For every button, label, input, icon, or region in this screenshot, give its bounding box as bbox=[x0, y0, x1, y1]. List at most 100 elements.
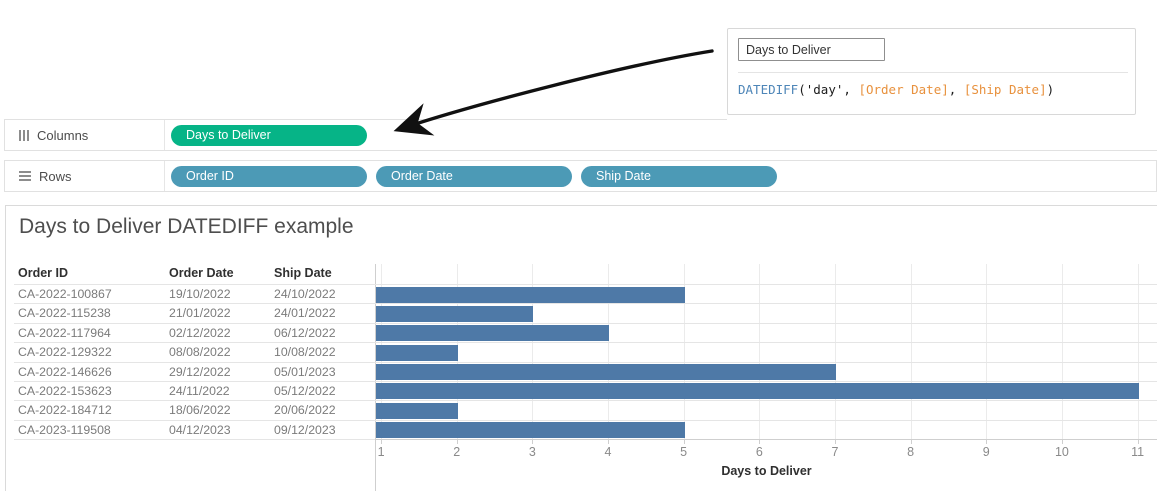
formula-token-function: DATEDIFF bbox=[738, 82, 799, 97]
table-row[interactable]: CA-2022-146626 29/12/2022 05/01/2023 bbox=[14, 361, 1157, 381]
cell-order-date: 24/11/2022 bbox=[169, 383, 230, 398]
gridline bbox=[1061, 264, 1063, 439]
tick-label: 3 bbox=[528, 445, 536, 459]
cell-ship-date: 05/12/2022 bbox=[274, 383, 336, 398]
cell-order-id: CA-2022-129322 bbox=[18, 345, 112, 360]
gridline bbox=[1137, 264, 1139, 439]
cell-ship-date: 10/08/2022 bbox=[274, 345, 336, 360]
header-order-id[interactable]: Order ID bbox=[18, 266, 69, 280]
tick-mark bbox=[1137, 439, 1139, 444]
cell-order-date: 08/08/2022 bbox=[169, 345, 231, 360]
gridline bbox=[986, 264, 988, 439]
gridline bbox=[834, 264, 836, 439]
cell-order-id: CA-2022-117964 bbox=[18, 325, 111, 340]
header-order-date[interactable]: Order Date bbox=[169, 266, 234, 280]
gridline bbox=[532, 264, 534, 439]
tick-label: 4 bbox=[604, 445, 612, 459]
cell-order-id: CA-2022-100867 bbox=[18, 287, 112, 301]
gridline bbox=[608, 264, 609, 439]
cell-order-date: 04/12/2023 bbox=[169, 422, 231, 437]
cell-order-id: CA-2022-115238 bbox=[18, 306, 111, 321]
tick-label: 9 bbox=[982, 445, 990, 459]
header-ship-date[interactable]: Ship Date bbox=[274, 266, 332, 280]
bar-days-to-deliver[interactable] bbox=[376, 344, 458, 361]
cell-order-id: CA-2023-119508 bbox=[18, 422, 111, 437]
cell-ship-date: 24/01/2022 bbox=[274, 306, 336, 321]
rows-shelf-label: Rows bbox=[39, 168, 72, 184]
tick-label: 11 bbox=[1131, 445, 1145, 459]
cell-ship-date: 20/06/2022 bbox=[274, 403, 336, 418]
rows-shelf-label-area: Rows bbox=[5, 161, 165, 191]
editor-divider bbox=[738, 72, 1128, 73]
tick-mark bbox=[532, 439, 534, 444]
tick-label: 8 bbox=[907, 445, 915, 459]
tick-mark bbox=[683, 439, 685, 444]
table-row[interactable]: CA-2022-117964 02/12/2022 06/12/2022 bbox=[14, 322, 1157, 342]
y-axis-line bbox=[375, 264, 376, 491]
cell-order-date: 29/12/2022 bbox=[169, 364, 231, 379]
tick-mark bbox=[910, 439, 912, 444]
table-row[interactable]: CA-2022-184712 18/06/2022 20/06/2022 bbox=[14, 400, 1157, 419]
tick-label: 6 bbox=[755, 445, 763, 459]
cell-order-date: 21/01/2022 bbox=[169, 306, 231, 321]
tick-mark bbox=[834, 439, 836, 444]
gridline bbox=[759, 264, 761, 439]
tick-label: 7 bbox=[831, 445, 839, 459]
calc-field-name-input[interactable] bbox=[738, 38, 885, 61]
rows-shelf[interactable]: Rows Order ID Order Date Ship Date bbox=[4, 160, 1157, 192]
columns-shelf-label-area: Columns bbox=[5, 120, 165, 150]
columns-shelf-label: Columns bbox=[37, 127, 89, 143]
columns-icon bbox=[19, 129, 29, 141]
pill-days-to-deliver[interactable]: Days to Deliver bbox=[171, 124, 367, 146]
cell-ship-date: 06/12/2022 bbox=[274, 325, 336, 340]
columns-pill-area: Days to Deliver bbox=[165, 120, 367, 150]
bar-days-to-deliver[interactable] bbox=[376, 364, 836, 381]
formula-token-field: [Order Date] bbox=[858, 82, 949, 97]
cell-order-date: 02/12/2022 bbox=[169, 325, 231, 340]
bar-days-to-deliver[interactable] bbox=[376, 422, 685, 439]
table-row[interactable]: CA-2022-115238 21/01/2022 24/01/2022 bbox=[14, 303, 1157, 322]
tick-label: 2 bbox=[453, 445, 461, 459]
tick-mark bbox=[759, 439, 761, 444]
x-axis-line bbox=[375, 439, 1157, 440]
bar-days-to-deliver[interactable] bbox=[376, 325, 609, 342]
tick-label: 10 bbox=[1054, 445, 1069, 459]
table-row[interactable]: CA-2023-119508 04/12/2023 09/12/2023 bbox=[14, 419, 1157, 439]
x-axis-title[interactable]: Days to Deliver bbox=[721, 464, 812, 478]
gridline bbox=[683, 264, 685, 439]
bar-days-to-deliver[interactable] bbox=[376, 383, 1139, 400]
cell-ship-date: 09/12/2023 bbox=[274, 422, 336, 437]
pill-order-id[interactable]: Order ID bbox=[171, 165, 367, 187]
cell-order-date: 19/10/2022 bbox=[169, 287, 231, 301]
tick-label: 1 bbox=[377, 445, 385, 459]
rows-pill-area: Order ID Order Date Ship Date bbox=[165, 161, 777, 191]
formula-token-field: [Ship Date] bbox=[963, 82, 1047, 97]
table-row[interactable]: CA-2022-100867 19/10/2022 24/10/2022 bbox=[14, 284, 1157, 303]
calc-formula-text[interactable]: DATEDIFF('day', [Order Date], [Ship Date… bbox=[738, 82, 1054, 97]
table-row[interactable]: CA-2022-129322 08/08/2022 10/08/2022 bbox=[14, 342, 1157, 361]
tick-mark bbox=[456, 439, 458, 444]
tick-mark bbox=[986, 439, 988, 444]
rows-icon bbox=[19, 171, 31, 181]
worksheet-card: Days to Deliver DATEDIFF example Order I… bbox=[5, 205, 1157, 491]
sheet-title: Days to Deliver DATEDIFF example bbox=[19, 215, 354, 238]
pill-ship-date[interactable]: Ship Date bbox=[581, 165, 777, 187]
gridline bbox=[910, 264, 912, 439]
bar-days-to-deliver[interactable] bbox=[376, 286, 685, 303]
cell-ship-date: 24/10/2022 bbox=[274, 287, 336, 301]
tick-mark bbox=[608, 439, 609, 444]
bar-days-to-deliver[interactable] bbox=[376, 402, 458, 419]
tick-mark bbox=[381, 439, 383, 444]
cell-ship-date: 05/01/2023 bbox=[274, 364, 336, 379]
cell-order-id: CA-2022-184712 bbox=[18, 403, 112, 418]
table-row[interactable]: CA-2022-153623 24/11/2022 05/12/2022 bbox=[14, 380, 1157, 400]
tick-mark bbox=[1061, 439, 1063, 444]
cell-order-date: 18/06/2022 bbox=[169, 403, 231, 418]
formula-token-plain: ('day', bbox=[798, 82, 859, 97]
formula-token-plain: , bbox=[948, 82, 964, 97]
calculated-field-editor: DATEDIFF('day', [Order Date], [Ship Date… bbox=[727, 28, 1136, 115]
bar-days-to-deliver[interactable] bbox=[376, 305, 534, 322]
pill-order-date[interactable]: Order Date bbox=[376, 165, 572, 187]
table-rows: CA-2022-100867 19/10/2022 24/10/2022 CA-202… bbox=[14, 284, 1157, 441]
cell-order-id: CA-2022-146626 bbox=[18, 364, 112, 379]
